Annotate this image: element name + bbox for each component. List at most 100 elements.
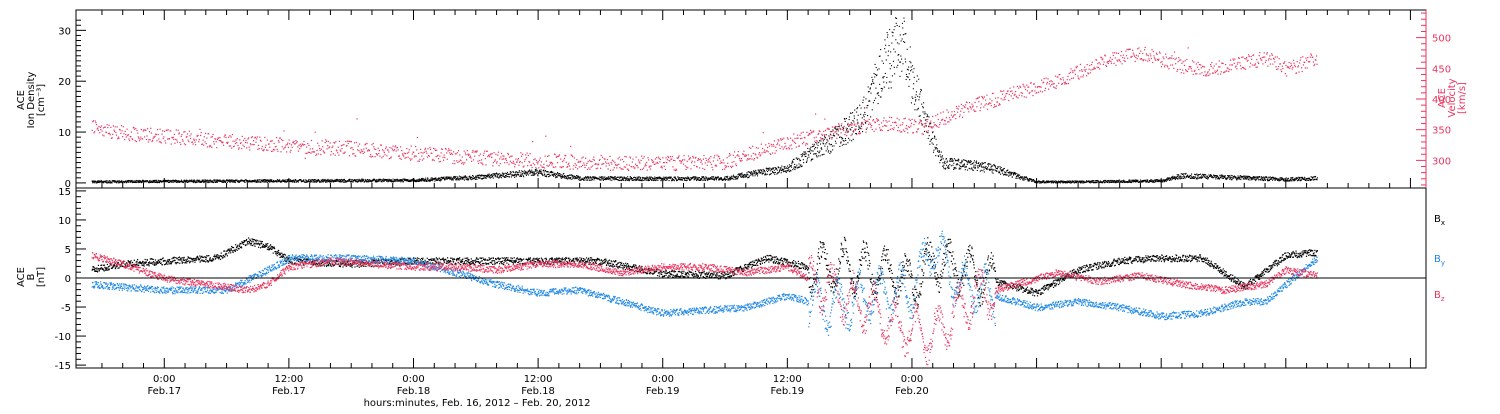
density-point (923, 102, 925, 104)
density-point (533, 172, 535, 174)
density-point (1253, 178, 1255, 180)
density-point (528, 170, 530, 172)
velocity-point (320, 148, 323, 150)
density-point (1013, 174, 1015, 176)
density-point (199, 181, 201, 183)
density-point (804, 155, 806, 157)
velocity-point (193, 138, 195, 140)
density-point (951, 158, 953, 160)
density-point (897, 54, 899, 56)
velocity-point (248, 137, 250, 139)
density-point (305, 180, 307, 182)
density-point (660, 179, 662, 181)
velocity-point (398, 155, 400, 157)
density-point (875, 67, 877, 69)
density-point (1310, 176, 1312, 178)
velocity-point (124, 139, 126, 141)
density-point (351, 181, 353, 183)
density-point (666, 177, 668, 179)
density-point (295, 181, 297, 183)
density-point (1162, 181, 1164, 183)
velocity-point (567, 164, 569, 166)
density-point (623, 178, 625, 180)
density-point (1089, 182, 1091, 184)
density-point (902, 34, 904, 36)
velocity-point (100, 129, 102, 131)
density-point (157, 179, 159, 181)
density-point (915, 100, 917, 102)
density-point (251, 181, 253, 183)
density-point (1021, 177, 1023, 179)
velocity-point (451, 153, 453, 156)
velocity-point (302, 144, 304, 146)
velocity-point (395, 150, 397, 152)
density-point (659, 177, 661, 179)
density-point (1266, 176, 1268, 178)
density-point (163, 179, 165, 181)
density-point (1148, 180, 1150, 182)
density-point (496, 173, 498, 175)
density-point (1093, 180, 1095, 182)
density-point (739, 174, 741, 176)
density-point (716, 177, 718, 179)
density-point (1179, 175, 1181, 177)
density-point (734, 176, 736, 178)
density-point (1313, 176, 1315, 178)
velocity-point (352, 149, 354, 151)
density-point (1252, 178, 1254, 180)
density-point (669, 177, 671, 179)
density-point (452, 178, 454, 180)
density-point (265, 179, 267, 181)
density-point (312, 180, 314, 182)
density-point (1058, 180, 1060, 182)
velocity-point (697, 159, 699, 161)
density-point (1209, 175, 1211, 177)
density-point (832, 135, 834, 137)
density-point (461, 177, 463, 179)
density-point (840, 142, 842, 144)
density-point (711, 178, 713, 180)
density-point (950, 160, 952, 162)
density-point (1060, 181, 1062, 183)
density-point (481, 174, 483, 176)
density-point (529, 169, 531, 171)
density-point (1236, 179, 1238, 181)
density-point (981, 166, 983, 168)
density-point (591, 179, 593, 181)
density-point (888, 45, 890, 47)
velocity-point (147, 141, 149, 143)
density-point (572, 177, 574, 179)
density-point (937, 155, 939, 157)
density-point (270, 179, 272, 181)
density-point (543, 174, 545, 176)
density-point (1313, 179, 1315, 181)
density-point (462, 178, 464, 180)
density-point (201, 179, 203, 181)
velocity-point (335, 141, 337, 143)
density-point (207, 182, 209, 184)
density-point (125, 180, 127, 182)
velocity-point (346, 145, 348, 147)
density-point (978, 164, 980, 166)
density-point (289, 181, 291, 183)
velocity-point (347, 142, 349, 145)
velocity-point (307, 143, 309, 145)
density-point (1286, 179, 1288, 181)
density-point (755, 169, 757, 171)
velocity-point (512, 160, 514, 162)
velocity-point (434, 148, 436, 150)
velocity-point (581, 164, 584, 166)
density-point (1129, 181, 1131, 183)
velocity-point (677, 157, 679, 159)
velocity-point (343, 143, 345, 146)
density-point (141, 180, 143, 182)
density-point (1206, 176, 1208, 178)
density-point (180, 181, 182, 183)
velocity-point (388, 151, 390, 153)
density-point (770, 170, 772, 172)
density-point (415, 181, 417, 183)
velocity-point (578, 166, 580, 168)
density-point (828, 143, 830, 145)
velocity-point (163, 130, 166, 132)
velocity-point (390, 157, 392, 159)
